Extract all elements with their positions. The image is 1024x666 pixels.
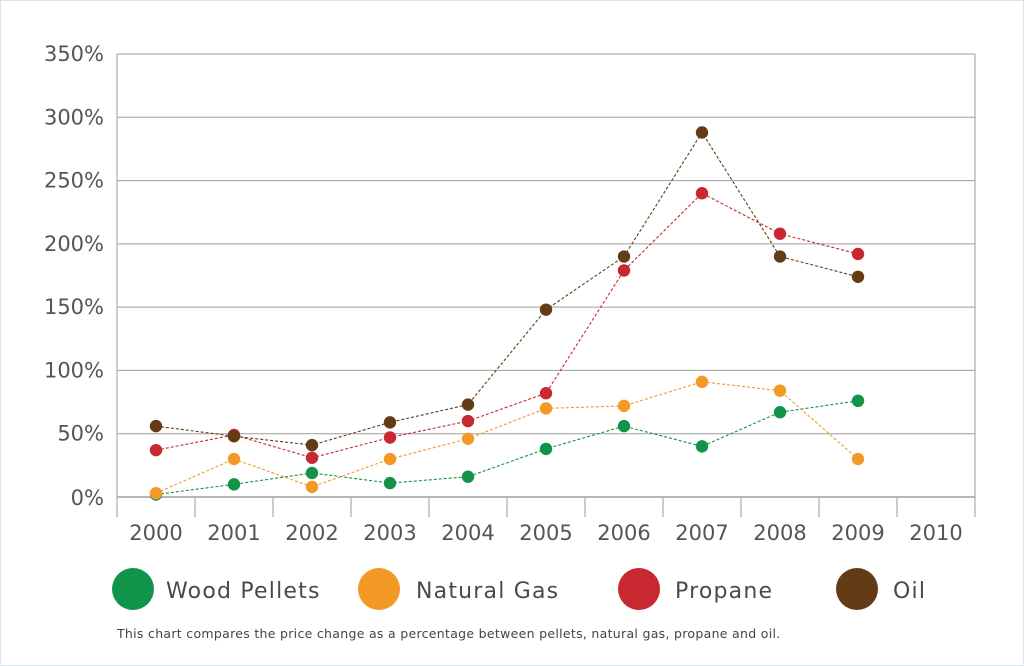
x-tick-label: 2002 <box>285 521 338 545</box>
series-line-oil <box>155 131 859 446</box>
data-point-oil <box>149 419 163 433</box>
y-tick-label: 250% <box>44 169 104 193</box>
data-point-wood-pellets <box>617 419 631 433</box>
x-tick-label: 2004 <box>441 521 494 545</box>
data-point-oil <box>461 398 475 411</box>
y-tick-label: 350% <box>44 42 104 66</box>
data-point-oil <box>305 438 319 452</box>
data-point-natural-gas <box>149 487 163 500</box>
chart-caption: This chart compares the price change as … <box>117 626 781 641</box>
data-point-oil <box>773 250 787 263</box>
data-point-oil <box>851 270 865 283</box>
data-point-propane <box>305 451 319 464</box>
data-point-oil <box>227 430 241 443</box>
legend-swatch-propane <box>618 568 660 610</box>
legend-swatch-oil <box>836 568 878 610</box>
data-point-natural-gas <box>539 402 553 415</box>
data-point-wood-pellets <box>539 442 553 456</box>
series-oil <box>149 126 865 452</box>
legend-label-wood-pellets: Wood Pellets <box>166 579 321 604</box>
data-point-natural-gas <box>851 452 865 466</box>
x-tick-label: 2009 <box>831 521 884 545</box>
data-point-propane <box>383 431 397 444</box>
series-line-natural-gas <box>155 381 859 494</box>
y-tick-label: 150% <box>44 295 104 319</box>
x-tick-label: 2001 <box>207 521 260 545</box>
series-wood-pellets <box>149 394 865 501</box>
x-tick-label: 2005 <box>519 521 572 545</box>
series-natural-gas <box>149 375 865 500</box>
data-point-propane <box>695 187 709 200</box>
data-point-natural-gas <box>461 432 475 445</box>
data-point-oil <box>617 250 631 263</box>
y-tick-label: 100% <box>44 358 104 382</box>
data-point-propane <box>539 387 553 400</box>
x-tick-label: 2006 <box>597 521 650 545</box>
data-point-oil <box>539 303 553 316</box>
data-point-propane <box>617 264 631 277</box>
data-point-natural-gas <box>227 452 241 466</box>
y-tick-label: 50% <box>57 422 104 446</box>
data-point-wood-pellets <box>695 440 709 453</box>
data-point-wood-pellets <box>461 470 475 483</box>
data-point-natural-gas <box>305 480 319 494</box>
data-point-wood-pellets <box>383 476 397 490</box>
legend-swatch-natural-gas <box>358 568 400 610</box>
data-point-propane <box>149 443 163 457</box>
series-line-propane <box>155 192 859 459</box>
legend-swatch-wood-pellets <box>112 568 154 610</box>
y-axis-tick-labels: 0% 50% 100% 150% 200% 250% 300% 350% <box>44 42 104 510</box>
data-point-natural-gas <box>617 399 631 413</box>
y-tick-label: 0% <box>71 486 104 510</box>
data-point-oil <box>383 416 397 429</box>
data-point-wood-pellets <box>773 405 787 419</box>
data-point-wood-pellets <box>227 478 241 491</box>
series-propane <box>149 187 865 464</box>
legend-label-natural-gas: Natural Gas <box>416 579 559 604</box>
y-tick-label: 200% <box>44 232 104 256</box>
data-point-propane <box>851 247 865 261</box>
x-tick-label: 2000 <box>129 521 182 545</box>
x-tick-label: 2007 <box>675 521 728 545</box>
x-axis-tick-labels: 2000 2001 2002 2003 2004 2005 2006 2007 2008 2009… <box>129 521 962 545</box>
legend: Wood Pellets Natural Gas Propane Oil <box>112 568 926 610</box>
grid <box>116 53 976 517</box>
data-point-oil <box>695 126 709 139</box>
series-layer <box>149 126 865 501</box>
data-point-natural-gas <box>695 375 709 389</box>
x-tick-label: 2010 <box>909 521 962 545</box>
data-point-wood-pellets <box>851 394 865 408</box>
data-point-natural-gas <box>773 384 787 397</box>
y-tick-label: 300% <box>44 105 104 129</box>
data-point-wood-pellets <box>305 466 319 480</box>
series-line-wood-pellets <box>155 400 859 496</box>
data-point-propane <box>461 414 475 428</box>
legend-label-propane: Propane <box>675 579 773 604</box>
data-point-natural-gas <box>383 452 397 466</box>
x-tick-label: 2003 <box>363 521 416 545</box>
x-tick-label: 2008 <box>753 521 806 545</box>
data-point-propane <box>773 227 787 240</box>
legend-label-oil: Oil <box>893 579 926 604</box>
